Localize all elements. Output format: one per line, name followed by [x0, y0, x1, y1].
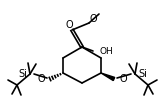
Text: Si: Si: [18, 69, 27, 79]
Text: O: O: [119, 74, 127, 84]
Text: OH: OH: [99, 47, 113, 56]
Text: O: O: [89, 14, 97, 24]
Text: O: O: [65, 20, 73, 30]
Text: Si: Si: [138, 69, 147, 79]
Text: O: O: [37, 74, 45, 84]
Polygon shape: [101, 73, 115, 81]
